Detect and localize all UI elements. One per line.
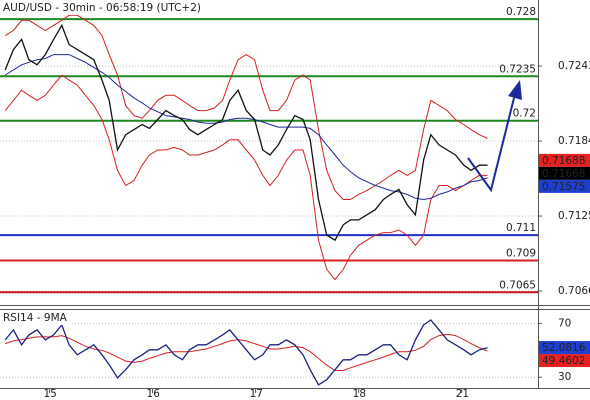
y-tick-label: 0.7243 bbox=[558, 60, 590, 72]
level-label: 0.711 bbox=[506, 222, 536, 234]
price-tag bbox=[539, 179, 590, 193]
y-tick-label: 0.7125 bbox=[558, 210, 590, 222]
price-tag bbox=[539, 354, 590, 368]
price-tag-label: 0.71668 bbox=[542, 168, 585, 180]
series-line bbox=[4, 74, 488, 281]
arrow-head bbox=[508, 80, 522, 100]
series-line bbox=[4, 319, 488, 386]
x-tick-label: 21 bbox=[456, 388, 469, 400]
y-tick-label: 70 bbox=[558, 317, 571, 329]
level-label: 0.728 bbox=[506, 6, 536, 18]
y-tick-label: 30 bbox=[558, 371, 571, 383]
series-line bbox=[4, 54, 488, 201]
y-tick-label: 0.7184 bbox=[558, 135, 590, 147]
level-label: 0.7065 bbox=[499, 279, 536, 291]
series-line bbox=[4, 23, 488, 242]
level-label: 0.72 bbox=[513, 108, 536, 120]
level-label: 0.7235 bbox=[499, 63, 536, 75]
level-label: 0.709 bbox=[506, 248, 536, 260]
series-line bbox=[4, 14, 488, 200]
price-tag-label: 0.71575 bbox=[542, 181, 585, 193]
x-tick-label: 15 bbox=[43, 388, 56, 400]
forecast-arrow bbox=[467, 80, 522, 193]
price-tag-label: 0.71688 bbox=[542, 155, 585, 167]
chart-title: AUD/USD - 30min - 06:58:19 (UTC+2) bbox=[3, 2, 201, 14]
price-tag bbox=[539, 341, 590, 355]
price-tag-label: 49.4602 bbox=[542, 355, 585, 367]
chart-title: RSI14 - 9MA bbox=[3, 312, 68, 324]
arrow-line bbox=[467, 97, 515, 193]
x-tick-label: 16 bbox=[147, 388, 161, 400]
x-tick-label: 17 bbox=[250, 388, 263, 400]
title-background bbox=[0, 0, 204, 15]
y-tick-label: 0.7066 bbox=[558, 285, 590, 297]
price-tag bbox=[539, 153, 590, 167]
series-line bbox=[5, 333, 488, 371]
data-layer bbox=[0, 14, 538, 386]
price-tag-label: 52.0816 bbox=[542, 342, 586, 354]
title-background bbox=[0, 310, 71, 325]
price-tag bbox=[539, 166, 590, 180]
x-tick-label: 18 bbox=[353, 388, 366, 400]
